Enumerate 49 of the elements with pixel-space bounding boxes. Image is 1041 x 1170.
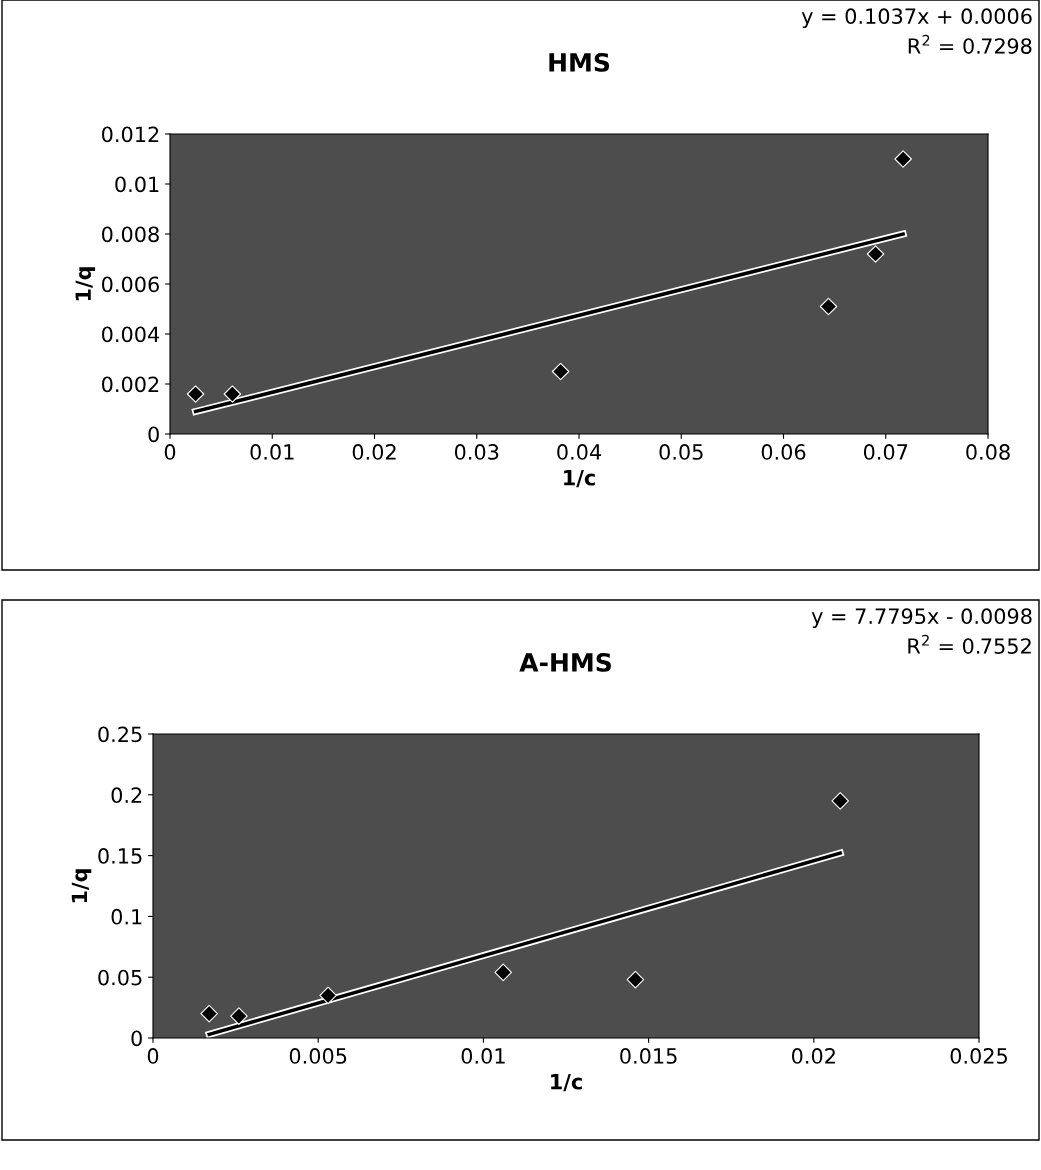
x-tick-label: 0.04 [557,444,602,460]
chart-title: A-HMS [519,652,611,672]
point [626,970,645,989]
y-tick-label: 0.01 [115,176,159,193]
y-tick-label: 0.012 [102,126,159,143]
text: y = 7.7795x - 0.0098 [811,608,1032,629]
text: y = 0.1037x + 0.0006 [801,8,1032,29]
x-tick-label: 0.08 [966,444,1010,460]
y-axis-title: 1/q [71,869,92,903]
point [894,150,912,168]
y-tick-label: 0.25 [98,726,142,743]
point [866,245,885,263]
point [230,1007,248,1025]
point [494,963,512,982]
point [551,362,570,381]
x-tick-label: 0.01 [461,1048,505,1064]
y-tick-label: 0.2 [111,787,142,804]
text: R$^{2}$ = 0.7552 [908,634,1031,654]
point [223,385,242,403]
y-tick-label: 0.05 [98,969,142,986]
y-tick-label: 0.006 [102,276,159,293]
y-tick-label: 0 [131,1030,142,1047]
x-tick-label: 0.02 [352,444,396,460]
y-tick-label: 0.002 [102,376,159,393]
chart-title: HMS [549,52,610,72]
x-tick-label: 0.06 [761,444,806,460]
x-tick-label: 0.005 [289,1048,347,1064]
x-tick-label: 0.07 [863,444,908,460]
x-tick-label: 0.015 [620,1048,677,1064]
x-tick-label: 0 [164,444,176,460]
x-axis-title: 1/c [564,470,595,488]
point [200,1004,218,1023]
y-tick-label: 0.15 [98,848,142,864]
x-axis-title: 1/c [551,1074,582,1092]
x-tick-label: 0.01 [250,444,294,460]
text: R$^{2}$ = 0.7298 [908,34,1032,54]
x-tick-label: 0.03 [454,444,499,460]
point [319,986,337,1005]
point [819,297,838,316]
y-tick-label: 0.004 [102,326,160,343]
point [186,385,205,403]
x-tick-label: 0.05 [659,444,703,460]
point [831,792,850,810]
y-tick-label: 0 [148,426,159,443]
x-tick-label: 0.025 [950,1048,1007,1064]
x-tick-label: 0.02 [791,1048,835,1064]
y-tick-label: 0.1 [111,908,142,925]
y-axis-title: 1/q [75,267,96,301]
y-tick-label: 0.008 [102,226,159,243]
